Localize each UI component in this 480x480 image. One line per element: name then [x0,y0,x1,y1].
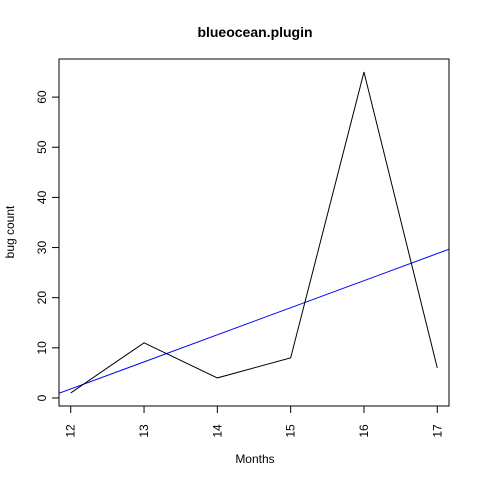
y-tick-label: 40 [35,190,49,204]
chart-title: blueocean.plugin [197,24,312,40]
trend-line [59,248,449,394]
y-tick-label: 50 [35,140,49,154]
y-tick-label: 0 [35,394,49,401]
x-axis-label: Months [235,452,274,466]
series-line [70,71,438,394]
x-tick-label: 14 [210,424,224,438]
x-tick-label: 13 [137,424,151,438]
y-tick-label: 10 [35,341,49,355]
x-tick-label: 15 [284,424,298,438]
y-axis-label: bug count [3,205,17,258]
plot-content [59,71,449,394]
x-tick-label: 17 [430,424,444,438]
y-tick-label: 60 [35,90,49,104]
y-tick-label: 20 [35,291,49,305]
plot-frame [58,58,450,407]
x-axis: 12 13 14 15 16 17 [64,405,444,438]
x-tick-label: 16 [357,424,371,438]
y-tick-label: 30 [35,241,49,255]
x-tick-label: 12 [64,424,78,438]
